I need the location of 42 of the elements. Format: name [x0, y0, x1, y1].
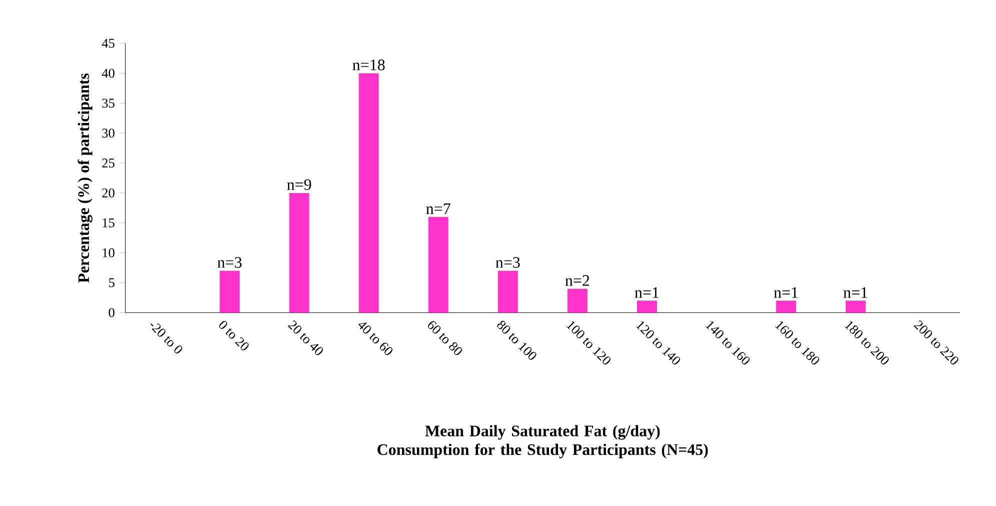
- x-tick-label: 0 to 20: [219, 320, 249, 350]
- bar: [567, 288, 588, 313]
- bar: [358, 73, 379, 313]
- y-tick-label: 20: [102, 188, 114, 198]
- annotation: n=9: [287, 179, 312, 190]
- bar: [220, 270, 240, 313]
- y-tick-label: 30: [102, 128, 114, 138]
- x-tick-label: 200 to 220: [914, 320, 958, 364]
- bar: [428, 216, 448, 313]
- y-tick-label: 35: [102, 98, 114, 108]
- bar: [846, 300, 866, 313]
- annotation: n=1: [844, 287, 868, 298]
- y-axis-title: Percentage (%) of participants: [78, 73, 92, 283]
- y-tick-label: 0: [108, 308, 114, 318]
- bar: [637, 300, 657, 313]
- x-tick-label: 120 to 140: [636, 321, 680, 364]
- bar: [776, 300, 796, 313]
- annotation: n=3: [496, 257, 520, 268]
- y-tick-label: 40: [102, 68, 114, 78]
- y-tick-label: 45: [102, 38, 114, 48]
- bar: [498, 270, 518, 313]
- x-tick-label: -20 to 0: [150, 323, 182, 354]
- y-tick-label: 25: [102, 158, 114, 168]
- x-tick-label: 20 to 40: [288, 320, 323, 356]
- annotation: n=7: [426, 203, 450, 214]
- x-tick-label: 80 to 100: [497, 320, 536, 360]
- x-tick-label: 60 to 80: [428, 321, 462, 356]
- x-tick-label: 40 to 60: [358, 322, 392, 356]
- y-tick-label: 5: [109, 278, 114, 288]
- annotation: n=3: [218, 257, 242, 268]
- x-tick-label: 180 to 200: [844, 321, 889, 364]
- annotation: n=2: [565, 275, 590, 286]
- annotation: n=18: [352, 60, 385, 70]
- annotation: n=1: [774, 287, 798, 298]
- x-axis-title: Mean Daily Saturated Fat (g/day) Consumption for the Study Participants (N=45): [378, 425, 708, 458]
- y-tick-label: 15: [102, 218, 114, 228]
- bar: [289, 192, 310, 313]
- x-tick-label: 100 to 120: [566, 321, 611, 364]
- y-tick-label: 10: [102, 248, 114, 258]
- annotation: n=1: [634, 287, 659, 298]
- x-tick-label: 160 to 180: [775, 321, 820, 364]
- x-tick-label: 140 to 160: [705, 321, 750, 364]
